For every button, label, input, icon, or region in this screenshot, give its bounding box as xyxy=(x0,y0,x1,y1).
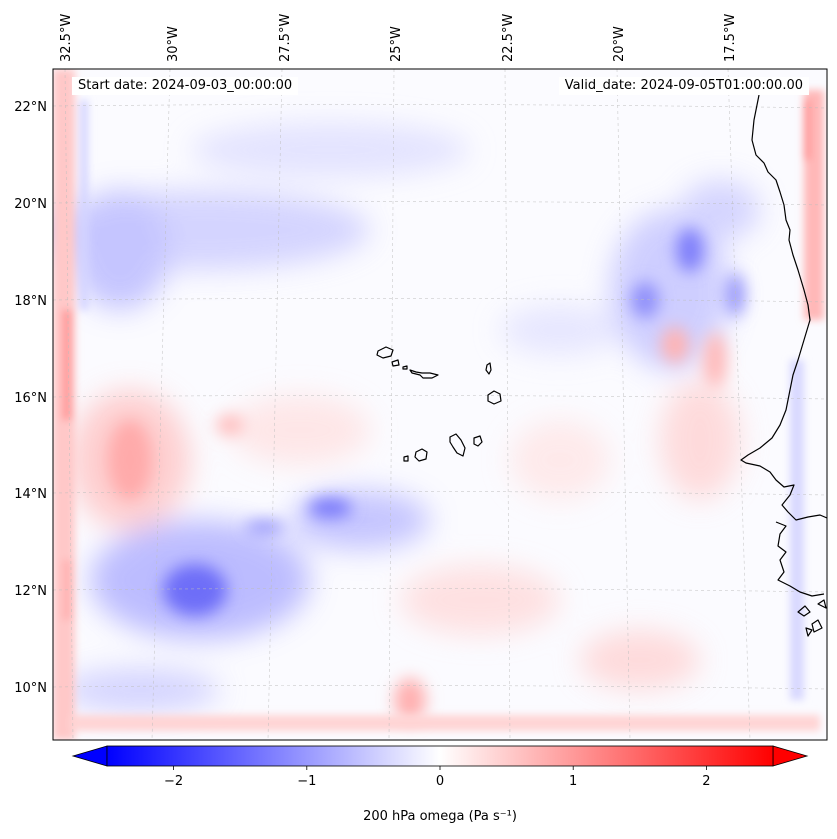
valid-date-annotation: Valid_date: 2024-09-05T01:00:00.00 xyxy=(558,77,809,95)
omega-field xyxy=(53,69,824,740)
african-coast xyxy=(740,94,827,521)
lon-label: 32.5°W xyxy=(59,14,74,62)
lat-label: 10°N xyxy=(14,681,47,696)
island-maio xyxy=(473,435,483,447)
island-brava xyxy=(403,455,409,462)
colorbar-extend-max xyxy=(772,745,809,767)
map-frame xyxy=(52,68,828,741)
colorbar-tick-label: 0 xyxy=(436,774,444,789)
island-boa-vista xyxy=(487,390,502,405)
lon-label: 17.5°W xyxy=(723,14,738,62)
lat-label: 12°N xyxy=(14,584,47,599)
island-sal xyxy=(485,362,492,375)
bijagos-islands xyxy=(797,599,827,637)
colorbar-tick-label: 2 xyxy=(702,774,710,789)
gambia-coast xyxy=(775,521,825,597)
island-santo-antao xyxy=(376,346,394,359)
lat-label: 14°N xyxy=(14,487,47,502)
lat-label: 20°N xyxy=(14,197,47,212)
colorbar-gradient xyxy=(106,745,774,767)
lat-label: 18°N xyxy=(14,294,47,309)
colorbar: −2 −1 0 1 2 200 hPa omega (Pa s⁻¹) xyxy=(71,745,809,824)
lon-label: 22.5°W xyxy=(501,14,516,62)
start-date-annotation: Start date: 2024-09-03_00:00:00 xyxy=(72,77,299,95)
latitude-labels: 22°N 20°N 18°N 16°N 14°N 12°N 10°N xyxy=(14,100,47,696)
lat-label: 22°N xyxy=(14,100,47,115)
island-santa-luzia xyxy=(402,365,408,370)
colorbar-label: 200 hPa omega (Pa s⁻¹) xyxy=(363,809,517,824)
longitude-labels: 32.5°W 30°W 27.5°W 25°W 22.5°W 20°W 17.5… xyxy=(59,14,738,62)
island-fogo xyxy=(414,448,428,462)
gridlines xyxy=(53,69,827,740)
colorbar-tick-label: 1 xyxy=(569,774,577,789)
colorbar-tick-label: −2 xyxy=(164,774,183,789)
island-santiago xyxy=(449,433,466,457)
lon-label: 20°W xyxy=(612,26,627,62)
lat-label: 16°N xyxy=(14,391,47,406)
colorbar-tick-label: −1 xyxy=(297,774,316,789)
lon-label: 25°W xyxy=(389,26,404,62)
island-sao-nicolau xyxy=(409,369,439,379)
colorbar-extend-min xyxy=(71,745,108,767)
coastlines xyxy=(376,94,827,637)
lon-label: 27.5°W xyxy=(278,14,293,62)
island-sao-vicente xyxy=(391,359,400,367)
colorbar-ticks: −2 −1 0 1 2 xyxy=(164,766,711,789)
lon-label: 30°W xyxy=(166,26,181,62)
